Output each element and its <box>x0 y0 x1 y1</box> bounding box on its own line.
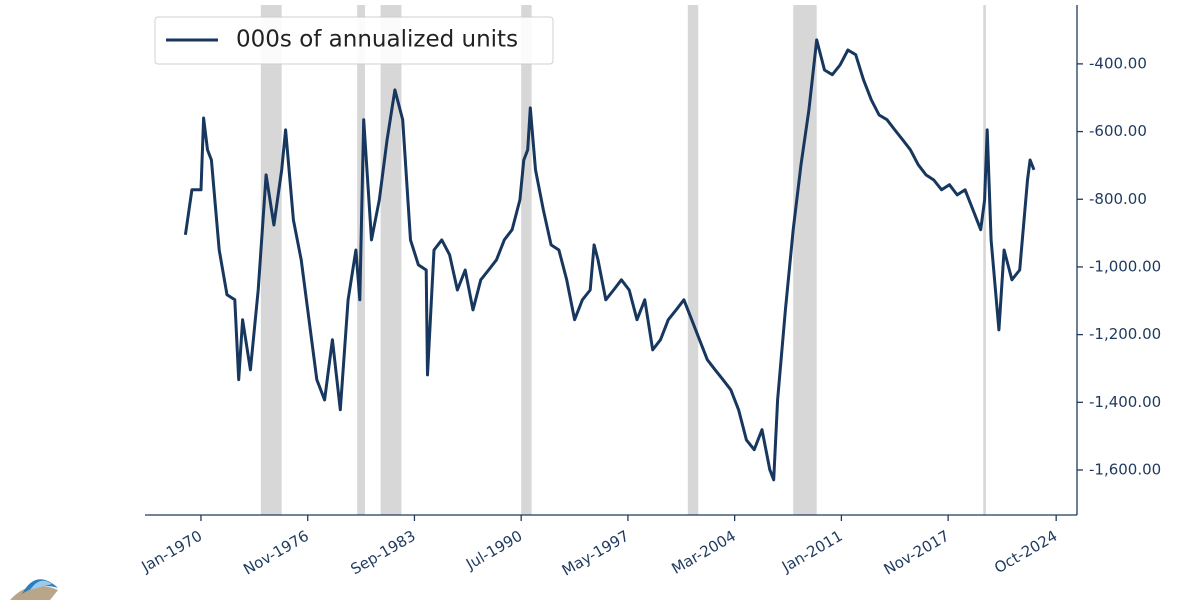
recession-band <box>260 5 282 515</box>
y-tick-label: -1,600.00 <box>1089 460 1161 478</box>
y-tick-label: -1,200.00 <box>1089 325 1161 343</box>
x-tick-label: Sep-1983 <box>347 527 418 579</box>
y-tick-label: -1,400.00 <box>1089 393 1161 411</box>
legend-label: 000s of annualized units <box>236 27 518 53</box>
logo <box>10 579 58 600</box>
recession-band <box>521 5 532 515</box>
y-tick-label: -800.00 <box>1089 190 1147 208</box>
legend-box <box>154 16 554 65</box>
x-tick-label: Nov-2017 <box>881 527 953 579</box>
x-tick-label: May-1997 <box>559 527 632 580</box>
legend: 000s of annualized units <box>154 16 554 65</box>
x-tick-label: Oct-2024 <box>991 527 1060 577</box>
recession-band <box>793 5 817 515</box>
x-tick-label: Jan-1970 <box>138 527 206 576</box>
y-tick-label: -1,000.00 <box>1089 257 1161 275</box>
data-line <box>183 38 1036 482</box>
x-tick-label: Mar-2004 <box>668 527 738 578</box>
recession-band <box>380 5 402 515</box>
x-tick-label: Nov-1976 <box>240 527 312 579</box>
recession-band <box>687 5 699 515</box>
x-tick-label: Jul-1990 <box>462 527 525 574</box>
y-tick-label: -600.00 <box>1089 122 1147 140</box>
x-tick-label: Jan-2011 <box>778 527 846 576</box>
y-tick-label: -400.00 <box>1089 54 1147 72</box>
recession-band <box>983 5 986 515</box>
